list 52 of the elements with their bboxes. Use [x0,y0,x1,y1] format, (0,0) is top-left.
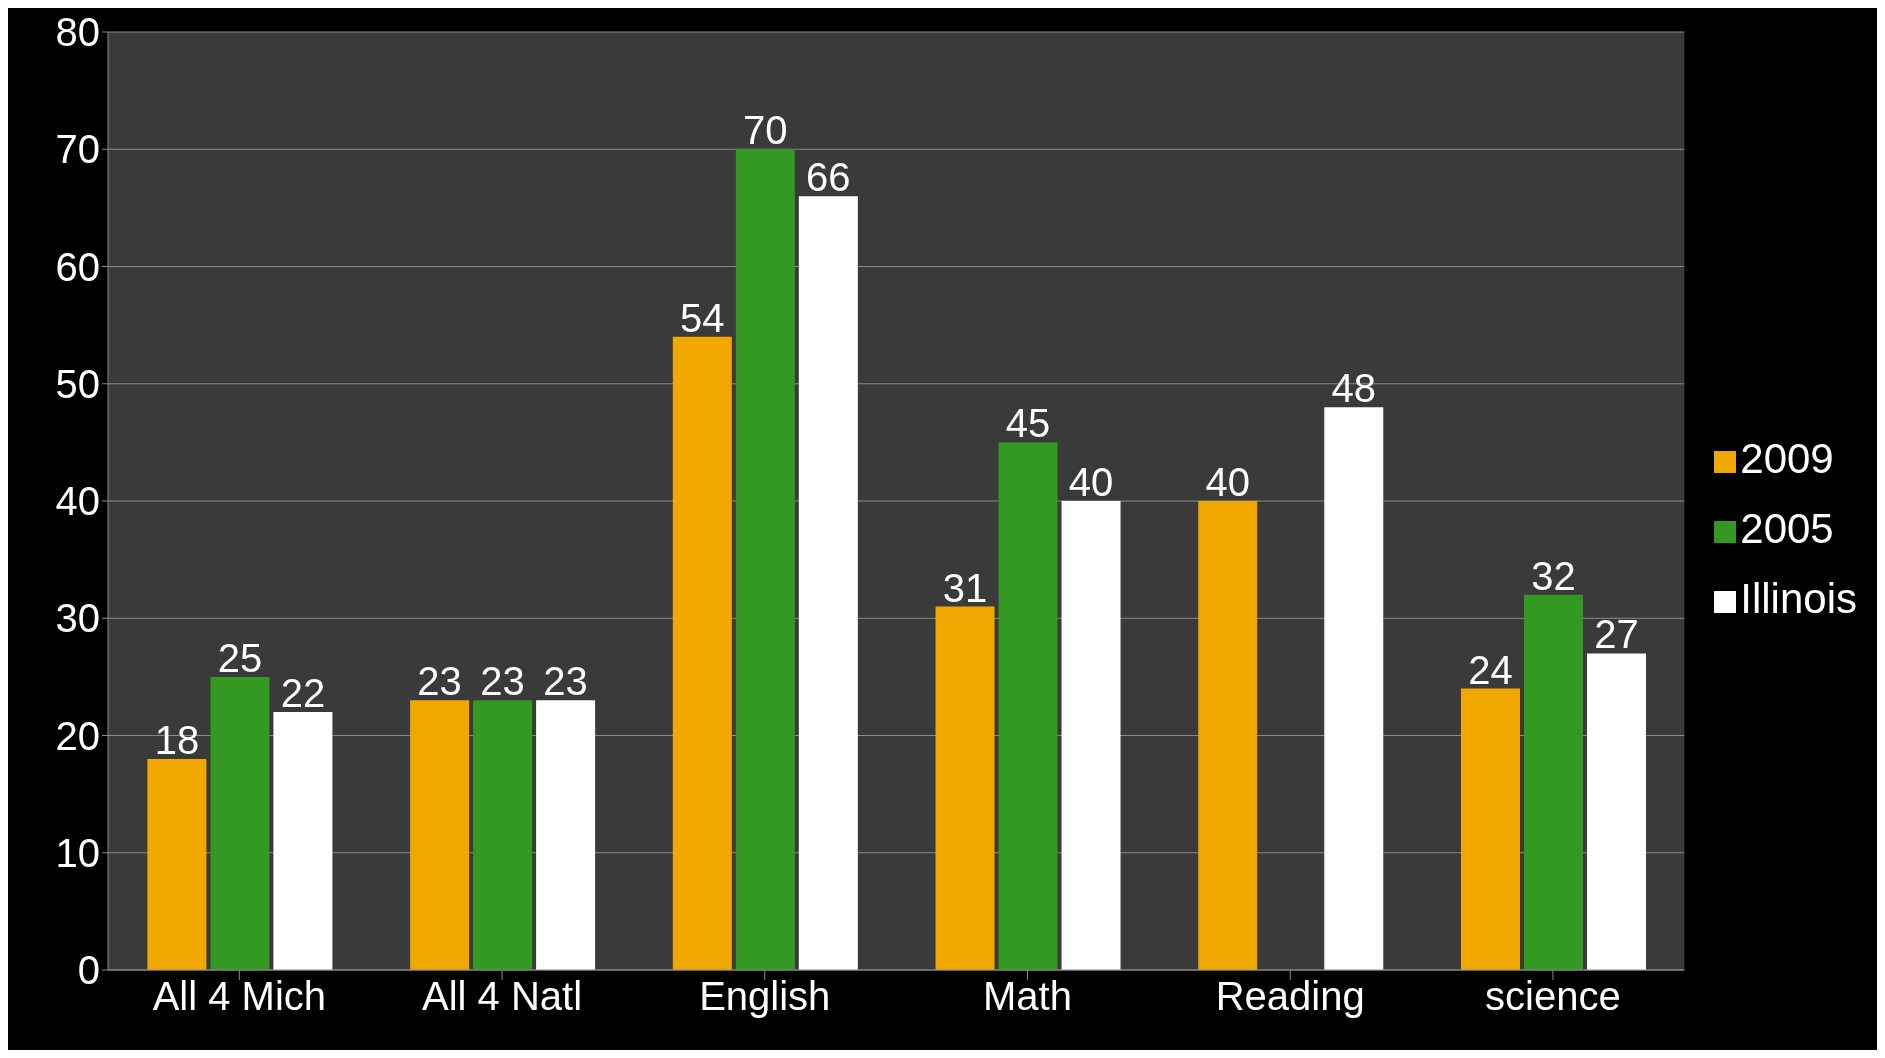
y-tick-label: 40 [55,479,100,524]
bar [998,442,1058,970]
x-tick-label: science [1485,974,1621,1019]
bar [1198,501,1258,970]
bar [273,712,333,970]
bar [672,336,732,970]
data-label: 23 [480,659,525,704]
y-tick-label: 10 [55,830,100,875]
x-tick-label: English [699,974,831,1019]
x-tick-label: Reading [1215,974,1365,1019]
data-label: 18 [154,717,200,762]
data-label: 32 [1531,553,1576,598]
bar [735,149,795,970]
x-tick-label: Math [983,974,1072,1019]
data-label: 23 [417,659,462,704]
bar [536,700,596,970]
x-tick-label: All 4 Natl [422,974,583,1019]
bar [1523,594,1583,970]
data-label: 23 [543,659,588,704]
data-label: 24 [1468,647,1513,692]
y-tick-label: 20 [55,713,100,758]
bar [1460,688,1520,970]
bar [1061,501,1121,970]
data-label: 25 [217,635,263,680]
data-label: 54 [680,295,725,340]
legend-label: 2005 [1740,505,1834,552]
bar [935,606,995,970]
bar [1586,653,1646,970]
data-label: 31 [942,565,988,610]
y-tick-label: 60 [55,244,100,289]
data-label: 27 [1594,612,1639,657]
bar [473,700,533,970]
data-label: 66 [806,155,851,200]
data-label: 40 [1205,460,1251,504]
data-label: 40 [1068,460,1114,504]
legend-label: Illinois [1740,575,1857,622]
data-label: 45 [1005,401,1051,446]
data-label: 70 [743,108,788,153]
y-tick-label: 30 [55,596,100,641]
bar [210,676,270,970]
data-label: 22 [280,671,326,716]
data-label: 48 [1331,366,1377,411]
bar [1324,407,1384,970]
legend-label: 2009 [1740,435,1834,482]
y-tick-label: 80 [55,10,100,55]
bar [410,700,470,970]
y-tick-label: 70 [55,127,100,172]
bar [798,196,858,970]
bar [147,758,207,970]
y-tick-label: 0 [77,948,100,993]
y-tick-label: 50 [55,361,100,406]
x-tick-label: All 4 Mich [152,974,327,1019]
